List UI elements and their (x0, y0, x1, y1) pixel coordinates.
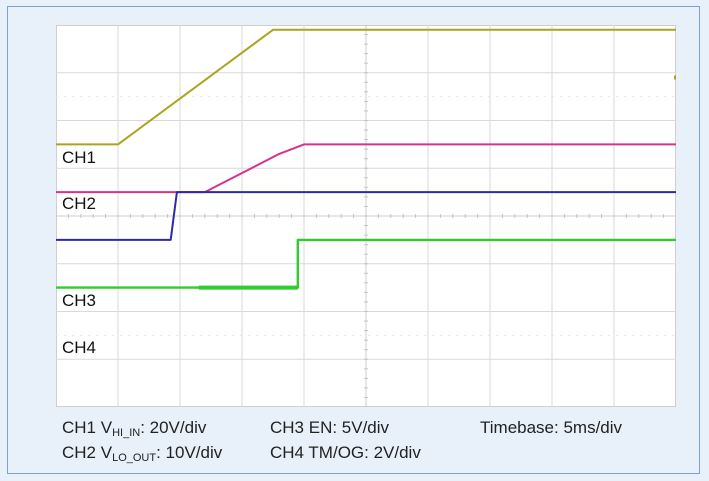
caption-ch3: CH3 EN: 5V/div (270, 418, 390, 437)
trace-ch2 (56, 143, 676, 194)
caption-ch4: CH4 TM/OG: 2V/div (270, 443, 421, 462)
ch4-label: CH4 (62, 338, 97, 357)
caption-ch1-prefix: CH1 V (62, 418, 113, 437)
caption-ch1-sub: HI_IN (112, 427, 141, 439)
plot-svg (56, 25, 676, 407)
caption-ch1: CH1 VHI_IN: 20V/div (62, 419, 206, 439)
caption-timebase: Timebase: 5ms/div (480, 418, 623, 437)
caption-ch2-suffix: : 10V/div (156, 443, 223, 462)
caption-ch2-prefix: CH2 V (62, 443, 113, 462)
caption-ch2: CH2 VLO_OUT: 10V/div (62, 444, 222, 464)
ch2-label: CH2 (62, 194, 97, 213)
trigger-marker (674, 75, 676, 80)
trace-ch3 (56, 191, 676, 241)
caption-ch2-sub: LO_OUT (112, 452, 157, 464)
ch3-label: CH3 (62, 291, 97, 310)
trace-ch1 (56, 28, 676, 146)
ch1-label: CH1 (62, 148, 97, 167)
trace-ch4 (56, 238, 676, 289)
caption-ch1-suffix: : 20V/div (140, 418, 207, 437)
oscilloscope-plot (56, 25, 676, 407)
figure-frame: CH1 CH2 CH3 CH4 CH1 VHI_IN: 20V/div CH2 … (7, 6, 700, 474)
